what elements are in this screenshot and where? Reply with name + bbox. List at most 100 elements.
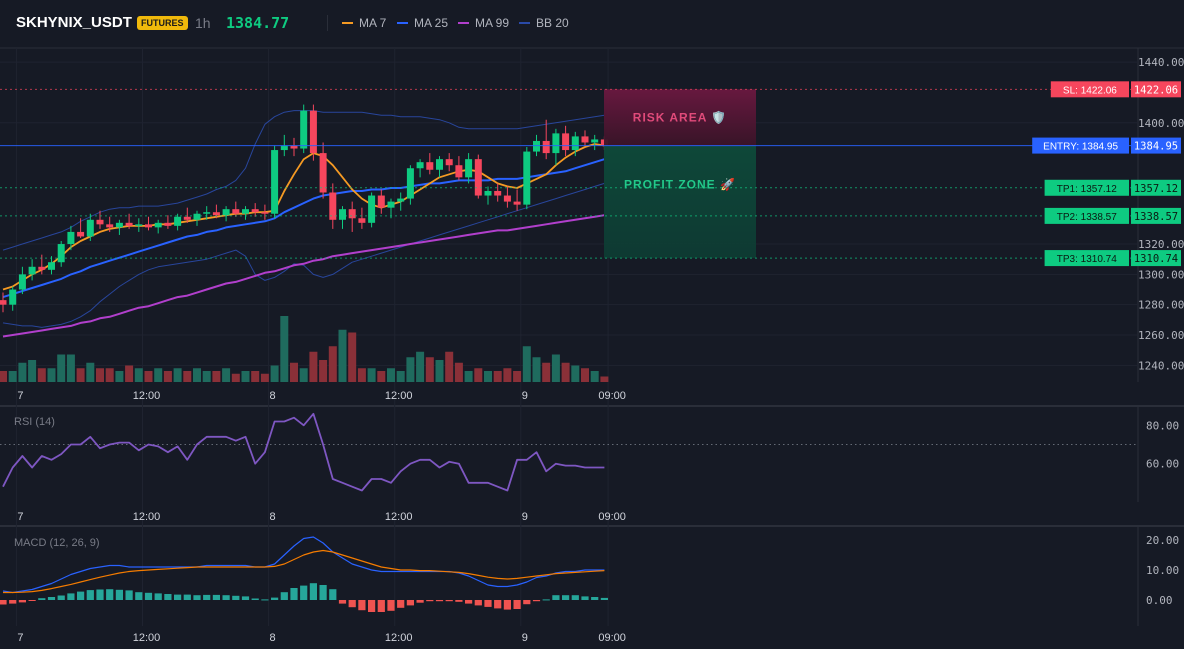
macd-histogram-bar: [581, 596, 589, 600]
volume-bar: [183, 371, 192, 382]
macd-histogram-bar: [426, 600, 434, 602]
candlesticks[interactable]: [0, 104, 608, 313]
macd-histogram-bar: [18, 600, 26, 603]
macd-histogram-bar: [261, 599, 269, 601]
time-axis-label: 7: [17, 632, 23, 644]
macd-histogram-bar: [406, 600, 414, 606]
time-axis-label: 12:00: [385, 511, 413, 523]
ma7-swatch-icon: [342, 22, 353, 24]
volume-bar: [193, 368, 201, 382]
time-axis-label: 9: [522, 632, 528, 644]
candle-body: [212, 212, 220, 216]
volume-bar: [134, 368, 143, 382]
volume-bar: [503, 368, 512, 382]
timeframe[interactable]: 1h: [195, 15, 211, 31]
legend-ma25[interactable]: MA 25: [397, 16, 448, 30]
tp3-price-tag: [1131, 250, 1181, 267]
sl-price-tag: [1131, 81, 1181, 98]
rsi-tick-label: 60.00: [1146, 458, 1179, 471]
ma7-line: [2, 143, 605, 291]
legend-ma99[interactable]: MA 99: [458, 16, 509, 30]
macd-histogram-bar: [591, 597, 599, 600]
macd-histogram-bar: [600, 597, 608, 600]
macd-tick-label: 0.00: [1146, 594, 1173, 607]
volume-bar: [66, 354, 75, 382]
candle-body: [145, 224, 152, 228]
volume-bars: [0, 316, 609, 382]
price-tick-label: 1320.00: [1138, 238, 1184, 251]
macd-histogram-bar: [387, 600, 395, 611]
macd-histogram-bar: [212, 594, 220, 600]
volume-bar: [280, 316, 289, 382]
last-price: 1384.77: [226, 14, 290, 32]
volume-bar: [348, 332, 357, 382]
volume-bar: [600, 376, 609, 382]
volume-bar: [551, 354, 560, 382]
volume-bar: [484, 371, 492, 382]
bb20-swatch-icon: [519, 22, 530, 24]
candle-body: [533, 140, 540, 152]
header-divider: [327, 15, 328, 31]
time-axis-label: 9: [522, 511, 528, 523]
volume-bar: [96, 368, 104, 382]
volume-bar: [8, 371, 17, 382]
price-tick-label: 1260.00: [1138, 329, 1184, 342]
tp1-price-tag-text: 1357.12: [1134, 183, 1178, 195]
candle-body: [455, 165, 463, 178]
sl-label-box: [1050, 81, 1129, 98]
trade-zones: RISK AREA 🛡️ PROFIT ZONE 🚀 SL: 1422.06 1422…: [0, 81, 1181, 267]
time-axis-label: 8: [270, 390, 276, 402]
volume-bar: [28, 360, 37, 382]
macd-histogram-bar: [77, 591, 85, 600]
legend-bb20-label: BB 20: [536, 16, 569, 30]
legend-ma7[interactable]: MA 7: [342, 16, 386, 30]
symbol-name[interactable]: SKHYNIX_USDT: [16, 14, 132, 31]
volume-bar: [57, 354, 66, 382]
volume-bar: [212, 371, 221, 382]
volume-bar: [290, 362, 298, 382]
macd-panel: MACD (12, 26, 9) 0.00 10.00 20.00: [0, 534, 1179, 612]
volume-bar: [328, 346, 337, 382]
candle-body: [96, 219, 104, 225]
macd-histogram-bar: [377, 600, 385, 612]
candle-body: [571, 136, 579, 151]
time-axis-label: 12:00: [133, 511, 161, 523]
time-axis-label: 09:00: [598, 390, 626, 402]
macd-histogram-bar: [309, 583, 317, 600]
macd-histogram-bar: [474, 600, 482, 606]
candle-body: [474, 159, 482, 196]
ma25-swatch-icon: [397, 22, 408, 24]
volume-bar: [454, 362, 463, 382]
candle-body: [309, 110, 317, 154]
macd-line: [2, 536, 605, 594]
rsi-panel: RSI (14) 60.00 80.00: [0, 412, 1179, 492]
volume-bar: [222, 368, 231, 382]
macd-histogram-bar: [358, 600, 366, 611]
candle-body: [377, 195, 385, 208]
macd-histogram-bar: [164, 594, 172, 600]
candle-body: [183, 216, 191, 220]
risk-area-box: [604, 89, 756, 146]
candle-body: [368, 195, 376, 223]
tp2-price-tag: [1131, 207, 1181, 224]
candle-body: [503, 195, 511, 202]
candle-body: [397, 198, 405, 202]
legend-bb20[interactable]: BB 20: [519, 16, 569, 30]
candle-body: [67, 231, 75, 245]
risk-area-label: RISK AREA 🛡️: [633, 110, 727, 124]
volume-bar: [377, 371, 386, 382]
volume-bar: [231, 373, 240, 382]
volume-bar: [416, 351, 425, 382]
macd-histogram-bar: [271, 597, 279, 600]
macd-histogram-bar: [280, 592, 288, 600]
candle-body: [57, 244, 65, 263]
macd-histogram-bar: [251, 598, 259, 600]
macd-tick-label: 20.00: [1146, 534, 1179, 547]
candle-body: [387, 201, 395, 208]
entry-label: ENTRY: 1384.95: [1043, 142, 1118, 153]
futures-badge: FUTURES: [137, 16, 188, 30]
volume-bar: [260, 373, 269, 382]
macd-histogram-bar: [115, 589, 123, 600]
macd-histogram-bar: [503, 600, 511, 610]
